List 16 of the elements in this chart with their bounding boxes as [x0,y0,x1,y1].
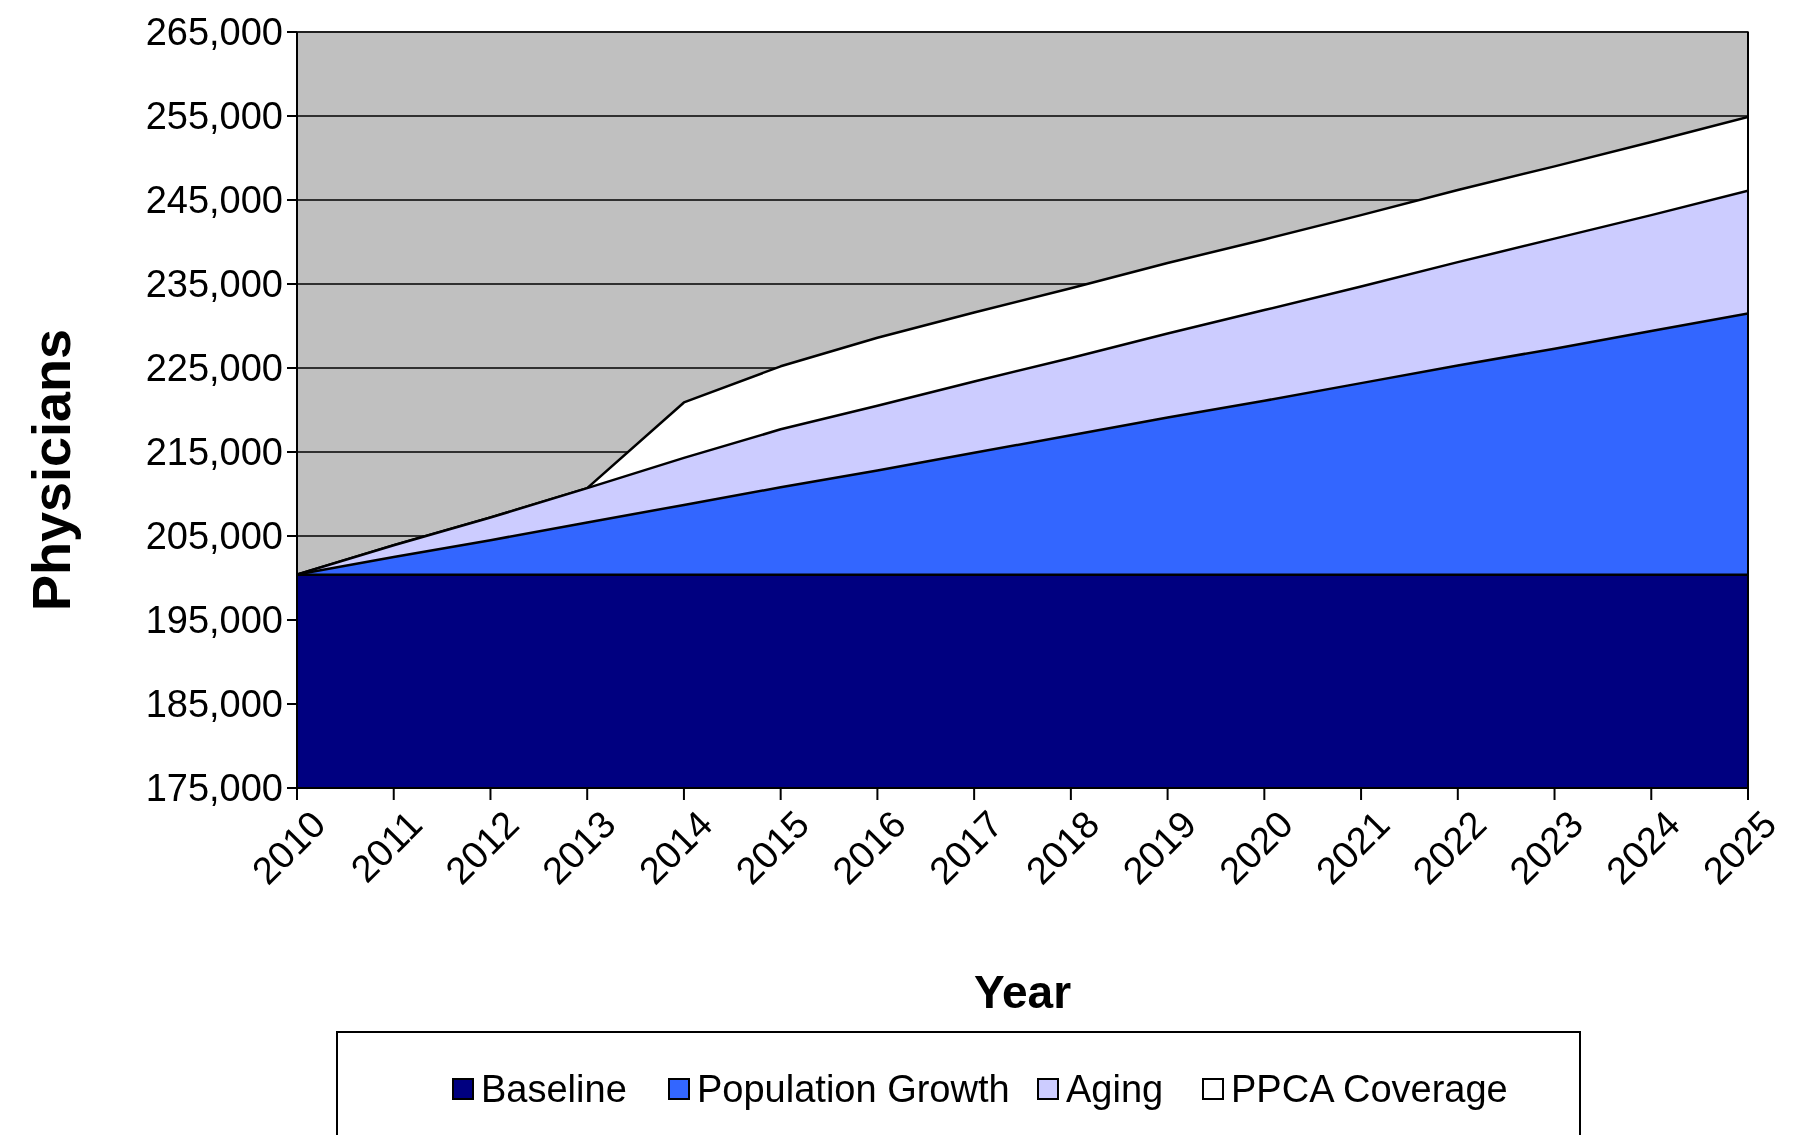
x-axis-title: Year [973,966,1072,1018]
legend-label: PPCA Coverage [1231,1068,1508,1111]
y-tick-label: 255,000 [145,95,283,138]
y-axis-title: Physicians [21,328,81,612]
legend-label: Baseline [481,1068,627,1111]
y-tick-label: 225,000 [145,347,283,390]
y-tick-label: 265,000 [145,11,283,54]
y-tick-label: 195,000 [145,599,283,642]
legend-label: Population Growth [697,1068,1010,1111]
y-tick-label: 215,000 [145,431,283,474]
y-tick-label: 185,000 [145,683,283,726]
y-tick-label: 205,000 [145,515,283,558]
y-tick-label: 245,000 [145,179,283,222]
y-tick-label: 235,000 [145,263,283,306]
legend-label: Aging [1066,1068,1164,1111]
y-tick-label: 175,000 [145,767,283,810]
